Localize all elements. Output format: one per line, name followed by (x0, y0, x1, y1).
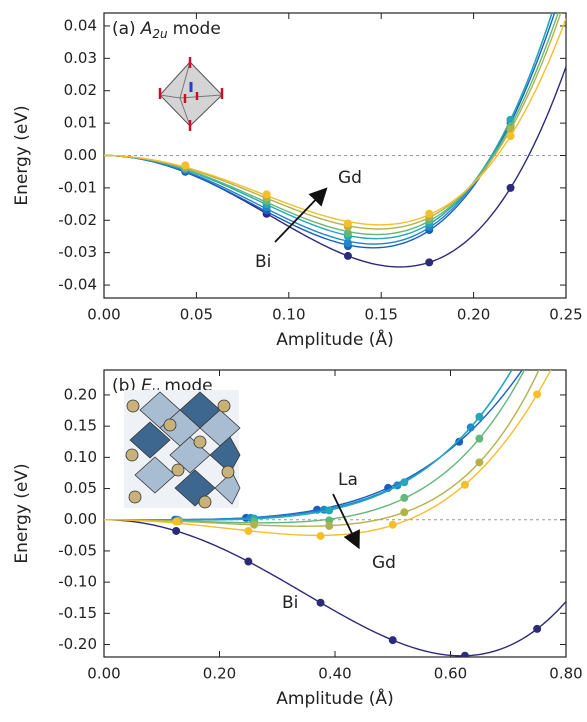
y-tick-label: -0.15 (58, 604, 97, 622)
x-axis-label: Amplitude (Å) (276, 687, 393, 709)
panel-title: (a) A2u mode (112, 19, 221, 41)
y-tick-label: 0.03 (64, 49, 97, 67)
trend-arrow (332, 493, 360, 550)
data-point (400, 493, 409, 502)
y-tick-label: 0.00 (64, 146, 97, 164)
series-label: Bi (282, 593, 298, 613)
data-point (172, 526, 181, 535)
y-tick-label: 0.01 (64, 114, 97, 132)
x-tick-label: 0.20 (457, 306, 490, 324)
mode-suffix: mode (173, 19, 221, 39)
y-axis-label: Energy (eV) (12, 105, 32, 205)
x-tick-label: 0.00 (87, 665, 120, 683)
data-point (388, 636, 397, 645)
mode-symbol: E (141, 376, 152, 396)
series-label: Bi (255, 252, 271, 272)
x-tick-label: 0.60 (434, 665, 467, 683)
y-tick-label: 0.00 (64, 510, 97, 528)
series-label: Gd (338, 168, 362, 188)
data-point (533, 390, 542, 399)
fit-curve (104, 18, 566, 226)
series-layer (104, 13, 566, 268)
data-point (475, 412, 484, 421)
data-point (343, 229, 352, 238)
data-point (316, 598, 325, 607)
x-tick-label: 0.25 (549, 306, 582, 324)
data-point (455, 437, 464, 446)
trend-arrow (274, 187, 328, 243)
data-point (475, 434, 484, 443)
series-layer (104, 370, 566, 657)
x-axis-label: Amplitude (Å) (276, 328, 393, 350)
y-tick-label: -0.04 (58, 276, 97, 294)
y-tick-label: 0.20 (64, 385, 97, 403)
data-point (506, 132, 515, 141)
data-point (425, 258, 434, 267)
y-tick-label: -0.10 (58, 573, 97, 591)
x-tick-label: 0.05 (180, 306, 213, 324)
y-axis-label: Energy (eV) (12, 463, 32, 563)
x-tick-label: 0.80 (549, 665, 582, 683)
y-tick-label: 0.10 (64, 448, 97, 466)
data-point (244, 526, 253, 535)
inset-octahedron (158, 57, 224, 131)
data-point (325, 506, 334, 515)
data-point (325, 521, 334, 530)
y-tick-label: -0.05 (58, 541, 97, 559)
inset-structure (124, 390, 241, 509)
data-point (343, 219, 352, 228)
x-tick-label: 0.00 (87, 306, 120, 324)
y-tick-label: -0.03 (58, 243, 97, 261)
data-point (506, 183, 515, 192)
y-tick-label: 0.02 (64, 81, 97, 99)
data-point (343, 251, 352, 260)
data-point (316, 531, 325, 540)
panel-label: (a) (112, 19, 136, 39)
data-point (388, 520, 397, 529)
data-point (325, 516, 334, 525)
x-tick-label: 0.15 (364, 306, 397, 324)
data-point (262, 190, 271, 199)
data-point (475, 458, 484, 467)
fit-curve (104, 519, 566, 657)
series-label: Gd (372, 553, 396, 573)
y-tick-label: 0.05 (64, 479, 97, 497)
x-tick-label: 0.20 (203, 665, 236, 683)
data-point (400, 508, 409, 517)
data-point (425, 209, 434, 218)
mode-symbol: A (140, 19, 153, 39)
data-point (181, 161, 190, 170)
y-tick-label: -0.20 (58, 635, 97, 653)
data-point (172, 517, 181, 526)
x-tick-label: 0.10 (272, 306, 305, 324)
data-point (244, 557, 253, 566)
x-tick-label: 0.40 (318, 665, 351, 683)
data-point (250, 520, 259, 529)
data-point (343, 238, 352, 247)
y-tick-label: -0.02 (58, 211, 97, 229)
y-tick-label: 0.04 (64, 16, 97, 34)
mode-subscript: 2u (152, 27, 168, 41)
fit-curve (104, 370, 552, 537)
y-tick-label: 0.15 (64, 417, 97, 435)
data-point (533, 624, 542, 633)
data-point (460, 651, 469, 657)
data-point (400, 478, 409, 487)
y-tick-label: -0.01 (58, 178, 97, 196)
data-point (460, 480, 469, 489)
series-label: La (338, 470, 358, 490)
